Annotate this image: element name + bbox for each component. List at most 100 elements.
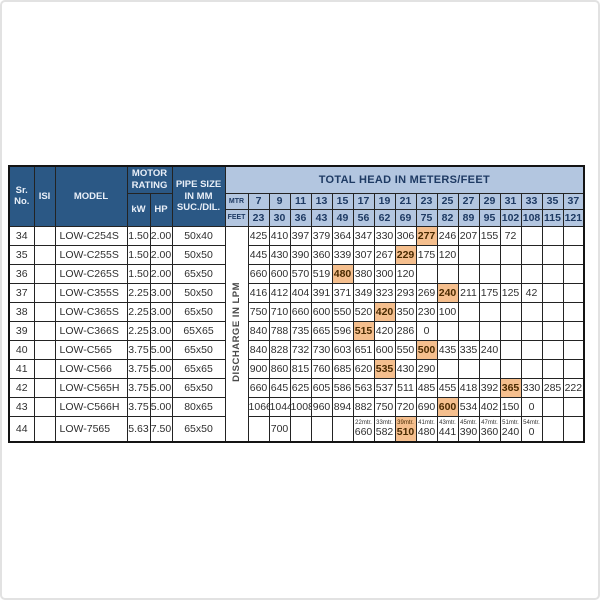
cell-44-head15 (331, 415, 354, 443)
head-feet-43: 43 (310, 208, 333, 227)
cell-34-head29: 155 (478, 225, 501, 246)
cell-43-head9: 1044 (268, 396, 291, 417)
cell-42-head37: 222 (562, 377, 585, 398)
head-mtr-31: 31 (499, 192, 522, 210)
cell-40-head21: 550 (394, 339, 417, 360)
head-mtr-11: 11 (289, 192, 312, 210)
cell-34-head21: 306 (394, 225, 417, 246)
cell-hp-42: 5.00 (149, 377, 173, 398)
cell-44-head23: 41mtr. 480 (415, 415, 438, 443)
cell-43-head17: 882 (352, 396, 375, 417)
cell-42-head9: 645 (268, 377, 291, 398)
cell-38-head17: 520 (352, 301, 375, 322)
cell-kw-34: 1.50 (126, 225, 151, 246)
cell-sr-36: 36 (8, 263, 35, 284)
cell-37-head37 (562, 282, 585, 303)
cell-42-head29: 392 (478, 377, 501, 398)
cell-34-head19: 330 (373, 225, 396, 246)
cell-44-head35 (541, 415, 564, 443)
cell-43-head35 (541, 396, 564, 417)
cell-44-head9: 700 (268, 415, 291, 443)
head-feet-56: 56 (352, 208, 375, 227)
cell-44-head17-head-label: 22mtr. (355, 419, 372, 426)
table-row-39: 39 LOW-C366S 2.25 3.00 65X65 840 788 735 665 596 5… (8, 320, 585, 341)
cell-model-35: LOW-C255S (54, 244, 128, 265)
cell-43-head33: 0 (520, 396, 543, 417)
cell-hp-43: 5.00 (149, 396, 173, 417)
cell-kw-44: 5.63 (126, 415, 151, 443)
cell-model-44: LOW-7565 (54, 415, 128, 443)
cell-model-38: LOW-C365S (54, 301, 128, 322)
cell-43-head31: 150 (499, 396, 522, 417)
cell-42-head33: 330 (520, 377, 543, 398)
cell-41-head33 (520, 358, 543, 379)
cell-isi-36 (33, 263, 56, 284)
cell-43-head11: 1008 (289, 396, 312, 417)
cell-39-head35 (541, 320, 564, 341)
cell-41-head17: 620 (352, 358, 375, 379)
pump-specification-table: Sr. No. ISI MODEL MOTOR RATING PIPE SIZE… (8, 165, 586, 443)
header-row-1: Sr. No. ISI MODEL MOTOR RATING PIPE SIZE… (8, 165, 585, 227)
cell-44-head31-value: 240 (501, 425, 520, 438)
cell-37-head13: 391 (310, 282, 333, 303)
cell-43-head27: 534 (457, 396, 480, 417)
cell-sr-34: 34 (8, 225, 35, 246)
cell-42-head19: 537 (373, 377, 396, 398)
head-mtr-9: 9 (268, 192, 291, 210)
cell-35-head29 (478, 244, 501, 265)
cell-34-head27: 207 (457, 225, 480, 246)
cell-35-head9: 430 (268, 244, 291, 265)
header-row-mtr: kW HP MTR 7 9 11 13 15 17 19 21 23 25 27 29 31 33 35 37 (9, 192, 585, 227)
cell-hp-37: 3.00 (149, 282, 173, 303)
cell-37-head9: 412 (268, 282, 291, 303)
cell-hp-41: 5.00 (149, 358, 173, 379)
cell-35-head17: 307 (352, 244, 375, 265)
cell-41-head35 (541, 358, 564, 379)
cell-hp-36: 2.00 (149, 263, 173, 284)
cell-38-head23: 230 (415, 301, 438, 322)
table-body: 34 LOW-C254S 1.50 2.00 50x40 DISCHARGE IN LPM… (8, 225, 585, 443)
cell-model-34: LOW-C254S (54, 225, 128, 246)
cell-model-39: LOW-C366S (54, 320, 128, 341)
cell-38-head33 (520, 301, 543, 322)
cell-kw-38: 2.25 (126, 301, 151, 322)
cell-36-head31 (499, 263, 522, 284)
cell-sr-43: 43 (8, 396, 35, 417)
table-row-38: 38 LOW-C365S 2.25 3.00 65x50 750 710 660 600 550 5… (8, 301, 585, 322)
cell-40-head27: 335 (457, 339, 480, 360)
cell-39-head23: 0 (415, 320, 438, 341)
head-feet-23: 23 (247, 208, 270, 227)
cell-35-head23: 175 (415, 244, 438, 265)
head-feet-62: 62 (373, 208, 396, 227)
cell-43-head19: 750 (373, 396, 396, 417)
col-header-model: MODEL (54, 165, 128, 227)
cell-36-head33 (520, 263, 543, 284)
cell-42-head23: 485 (415, 377, 438, 398)
cell-44-head17-value: 660 (354, 425, 373, 438)
cell-39-head27 (457, 320, 480, 341)
cell-model-41: LOW-C566 (54, 358, 128, 379)
cell-35-head37 (562, 244, 585, 265)
cell-kw-40: 3.75 (126, 339, 151, 360)
cell-44-head25: 43mtr. 441 (436, 415, 459, 443)
mtr-row-label: MTR (224, 192, 249, 210)
head-mtr-23: 23 (415, 192, 438, 210)
cell-44-head21-head-label: 39mtr. (397, 419, 414, 426)
cell-38-head37 (562, 301, 585, 322)
cell-34-head25: 246 (436, 225, 459, 246)
table-row-44: 44 LOW-7565 5.63 7.50 65x50 700 22mtr. 660 33mtr… (8, 415, 585, 443)
cell-37-head11: 404 (289, 282, 312, 303)
cell-39-head17: 515 (352, 320, 375, 341)
head-mtr-25: 25 (436, 192, 459, 210)
cell-pipe-37: 50x50 (171, 282, 226, 303)
cell-38-head7: 750 (247, 301, 270, 322)
cell-pipe-38: 65x50 (171, 301, 226, 322)
cell-sr-40: 40 (8, 339, 35, 360)
cell-41-head31 (499, 358, 522, 379)
cell-43-head13: 960 (310, 396, 333, 417)
cell-43-head15: 894 (331, 396, 354, 417)
cell-34-head33 (520, 225, 543, 246)
table-row-43: 43LOW-C566H3.755.0080x651066104410089608… (8, 396, 585, 417)
cell-hp-40: 5.00 (149, 339, 173, 360)
